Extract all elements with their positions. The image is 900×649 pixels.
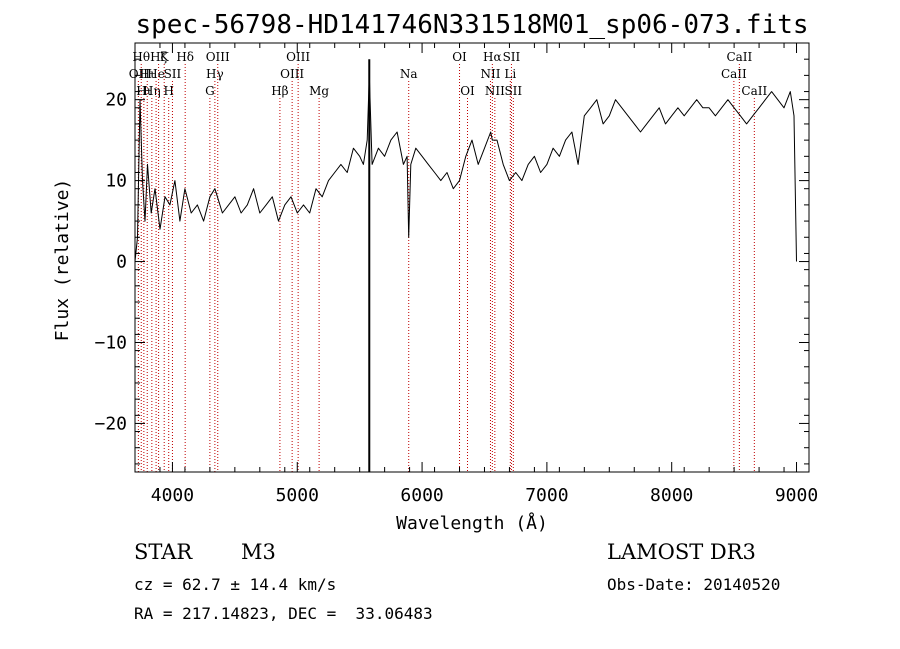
spectrum-line <box>134 74 797 262</box>
y-tick-label: 10 <box>105 171 127 192</box>
observation-date: Obs-Date: 20140520 <box>607 575 781 594</box>
spectral-line-label: He <box>147 67 165 81</box>
plot-frame <box>134 42 810 473</box>
spectral-line-label: NII <box>485 84 505 98</box>
x-tick-label: 9000 <box>775 485 818 506</box>
x-tick-label: 4000 <box>151 485 194 506</box>
object-subclass: M3 <box>241 540 276 564</box>
spectral-line-label: NII <box>480 67 500 81</box>
spectral-line-label: Hα <box>483 50 502 64</box>
spectral-line-label: Hβ <box>271 84 288 98</box>
spectral-line-markers: OIIHθHιHιHηHeHζKHSIIHδGHγOIIIHβOIIIOIIIM… <box>129 50 767 472</box>
spectral-line-label: OI <box>452 50 467 64</box>
survey-name: LAMOST DR3 <box>607 540 756 564</box>
spectral-line-label: Hι <box>140 67 155 81</box>
spectral-line-label: SII <box>164 67 182 81</box>
axis-ticks: 4000 5000 6000 7000 8000 9000 −20 −10 0 10 20 <box>94 43 818 506</box>
x-tick-label: 5000 <box>276 485 319 506</box>
x-tick-label: 8000 <box>650 485 693 506</box>
spectral-line-label: OI <box>460 84 475 98</box>
y-tick-label: 20 <box>105 90 127 111</box>
y-tick-label: 0 <box>116 252 127 273</box>
spectral-line-label: Hδ <box>176 50 194 64</box>
x-axis-label: Wavelength (Å) <box>396 512 548 534</box>
y-axis-label: Flux (relative) <box>52 179 73 342</box>
spectral-line-label: CaII <box>741 84 767 98</box>
x-tick-label: 7000 <box>525 485 568 506</box>
spectral-line-label: CaII <box>721 67 747 81</box>
spectral-line-label: OIII <box>206 50 230 64</box>
spectral-line-label: Hγ <box>206 67 224 81</box>
spectral-line-label: Hι <box>136 84 151 98</box>
spectral-line-label: OII <box>129 67 149 81</box>
object-class: STAR <box>134 540 193 564</box>
spectral-line-label: Li <box>504 67 516 81</box>
spectral-line-label: Mg <box>309 84 329 98</box>
spectral-line-label: SII <box>504 84 522 98</box>
spectral-line-label: Hζ <box>150 50 167 64</box>
spectral-line-label: Hθ <box>132 50 150 64</box>
chart-title: spec-56798-HD141746N331518M01_sp06-073.f… <box>135 10 808 40</box>
redshift-value: cz = 62.7 ± 14.4 km/s <box>134 575 337 594</box>
spectral-line-label: G <box>205 84 215 98</box>
spectral-line-label: CaII <box>726 50 752 64</box>
x-tick-label: 6000 <box>400 485 443 506</box>
y-tick-label: −20 <box>94 413 127 434</box>
spectral-line-label: Na <box>400 67 418 81</box>
spectral-line-label: OIII <box>286 50 310 64</box>
y-tick-label: −10 <box>94 332 127 353</box>
spectral-line-label: Hη <box>143 84 161 98</box>
spectral-line-label: K <box>160 50 170 64</box>
coordinates: RA = 217.14823, DEC = 33.06483 <box>134 604 433 623</box>
spectral-line-label: OIII <box>280 67 304 81</box>
spectral-line-label: H <box>163 84 173 98</box>
spectral-line-label: SII <box>503 50 521 64</box>
spectrum-series <box>134 59 797 472</box>
